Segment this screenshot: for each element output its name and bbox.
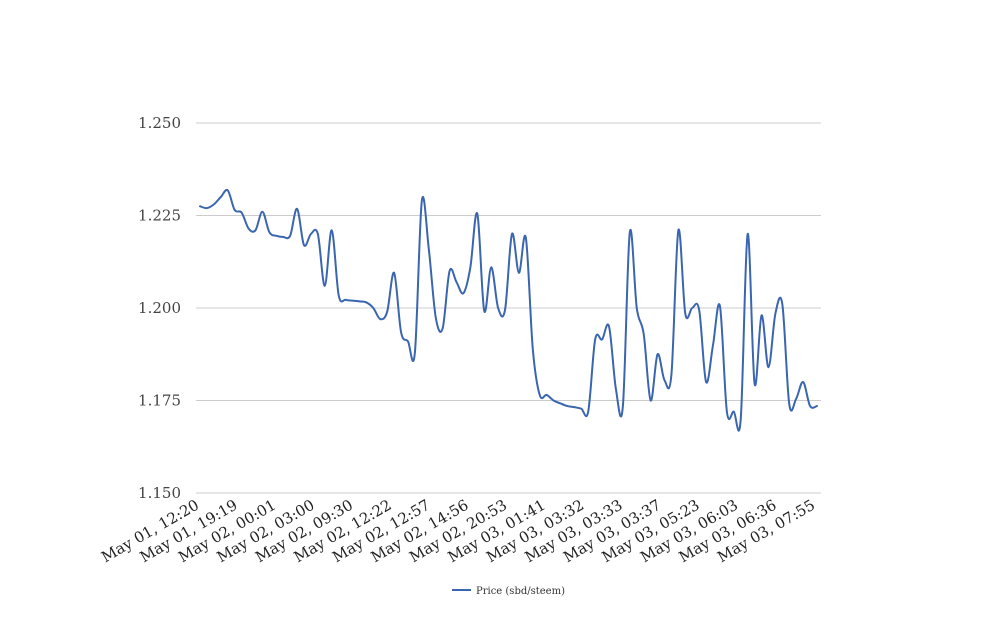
legend-label: Price (sbd/steem) (476, 586, 565, 597)
y-tick-label: 1.175 (138, 392, 181, 410)
y-tick-label: 1.250 (138, 114, 181, 132)
series-line (199, 188, 818, 432)
y-axis-ticks: 1.150 1.175 1.200 1.225 1.250 (138, 114, 181, 502)
y-tick-label: 1.150 (138, 484, 181, 502)
y-tick-label: 1.200 (138, 299, 181, 317)
y-tick-label: 1.225 (138, 207, 181, 225)
legend: Price (sbd/steem) (452, 586, 565, 597)
series-layer (199, 188, 818, 432)
gridlines (196, 122, 821, 494)
